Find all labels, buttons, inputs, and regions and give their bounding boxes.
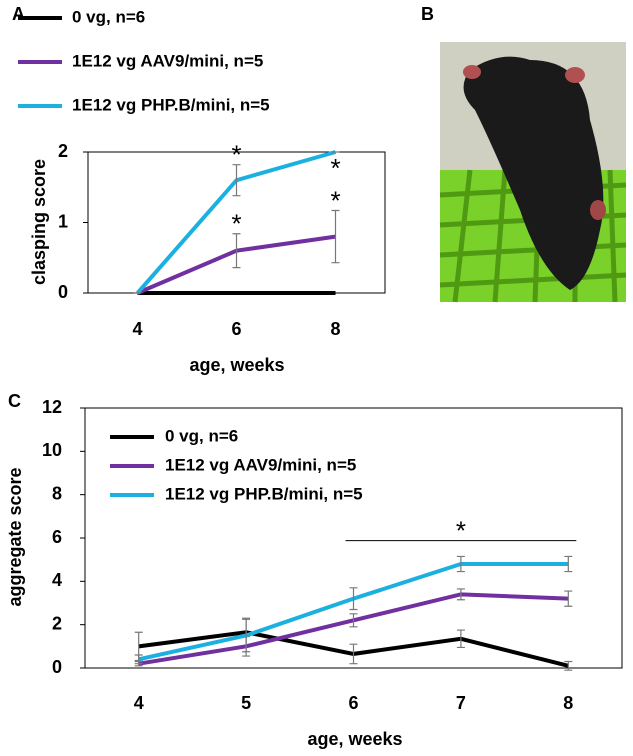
legend-label: 1E12 vg AAV9/mini, n=5 — [165, 455, 356, 474]
y-tick-label: 2 — [58, 141, 68, 161]
significance-label: * — [456, 515, 466, 545]
error-bar — [232, 233, 241, 269]
significance-marker: * — [231, 140, 241, 170]
y-tick-label: 12 — [42, 397, 62, 417]
error-bar — [456, 588, 465, 601]
panel-label: C — [8, 391, 21, 411]
y-tick-label: 6 — [52, 527, 62, 547]
x-axis-title: age, weeks — [189, 355, 284, 375]
y-tick-label: 0 — [52, 657, 62, 677]
x-axis-title: age, weeks — [307, 729, 402, 749]
error-bar — [331, 209, 340, 264]
error-bar — [564, 555, 573, 573]
y-tick-label: 10 — [42, 440, 62, 460]
panel-label: A — [12, 4, 25, 24]
significance-marker: * — [330, 153, 340, 183]
legend-label: 1E12 vg PHP.B/mini, n=5 — [72, 95, 270, 114]
error-bar — [134, 654, 143, 665]
y-tick-label: 1 — [58, 211, 68, 231]
legend-label: 0 vg, n=6 — [165, 426, 238, 445]
legend-label: 1E12 vg PHP.B/mini, n=5 — [165, 484, 363, 503]
significance-marker: * — [330, 185, 340, 215]
y-tick-label: 2 — [52, 613, 62, 633]
y-tick-label: 4 — [52, 570, 62, 590]
error-bar — [456, 555, 465, 573]
legend-label: 0 vg, n=6 — [72, 7, 145, 26]
plot-frame — [84, 407, 623, 669]
significance-marker: * — [231, 209, 241, 239]
x-tick-label: 4 — [134, 693, 144, 713]
error-bar — [349, 613, 358, 628]
y-axis-title: aggregate score — [5, 467, 25, 606]
error-bar — [564, 590, 573, 607]
error-bar — [232, 164, 241, 197]
x-tick-label: 5 — [241, 693, 251, 713]
x-tick-label: 6 — [231, 319, 241, 339]
panel-label: B — [421, 4, 434, 24]
x-tick-label: 8 — [563, 693, 573, 713]
x-tick-label: 8 — [330, 319, 340, 339]
legend-label: 1E12 vg AAV9/mini, n=5 — [72, 51, 263, 70]
photo — [439, 42, 627, 303]
error-bar — [242, 618, 251, 653]
error-bar — [349, 643, 358, 665]
x-tick-label: 4 — [132, 319, 142, 339]
x-tick-label: 6 — [348, 693, 358, 713]
y-tick-label: 8 — [52, 483, 62, 503]
y-axis-title: clasping score — [29, 159, 49, 285]
error-bar — [349, 587, 358, 611]
x-tick-label: 7 — [456, 693, 466, 713]
y-tick-label: 0 — [58, 282, 68, 302]
error-bar — [564, 660, 573, 671]
error-bar — [456, 629, 465, 649]
